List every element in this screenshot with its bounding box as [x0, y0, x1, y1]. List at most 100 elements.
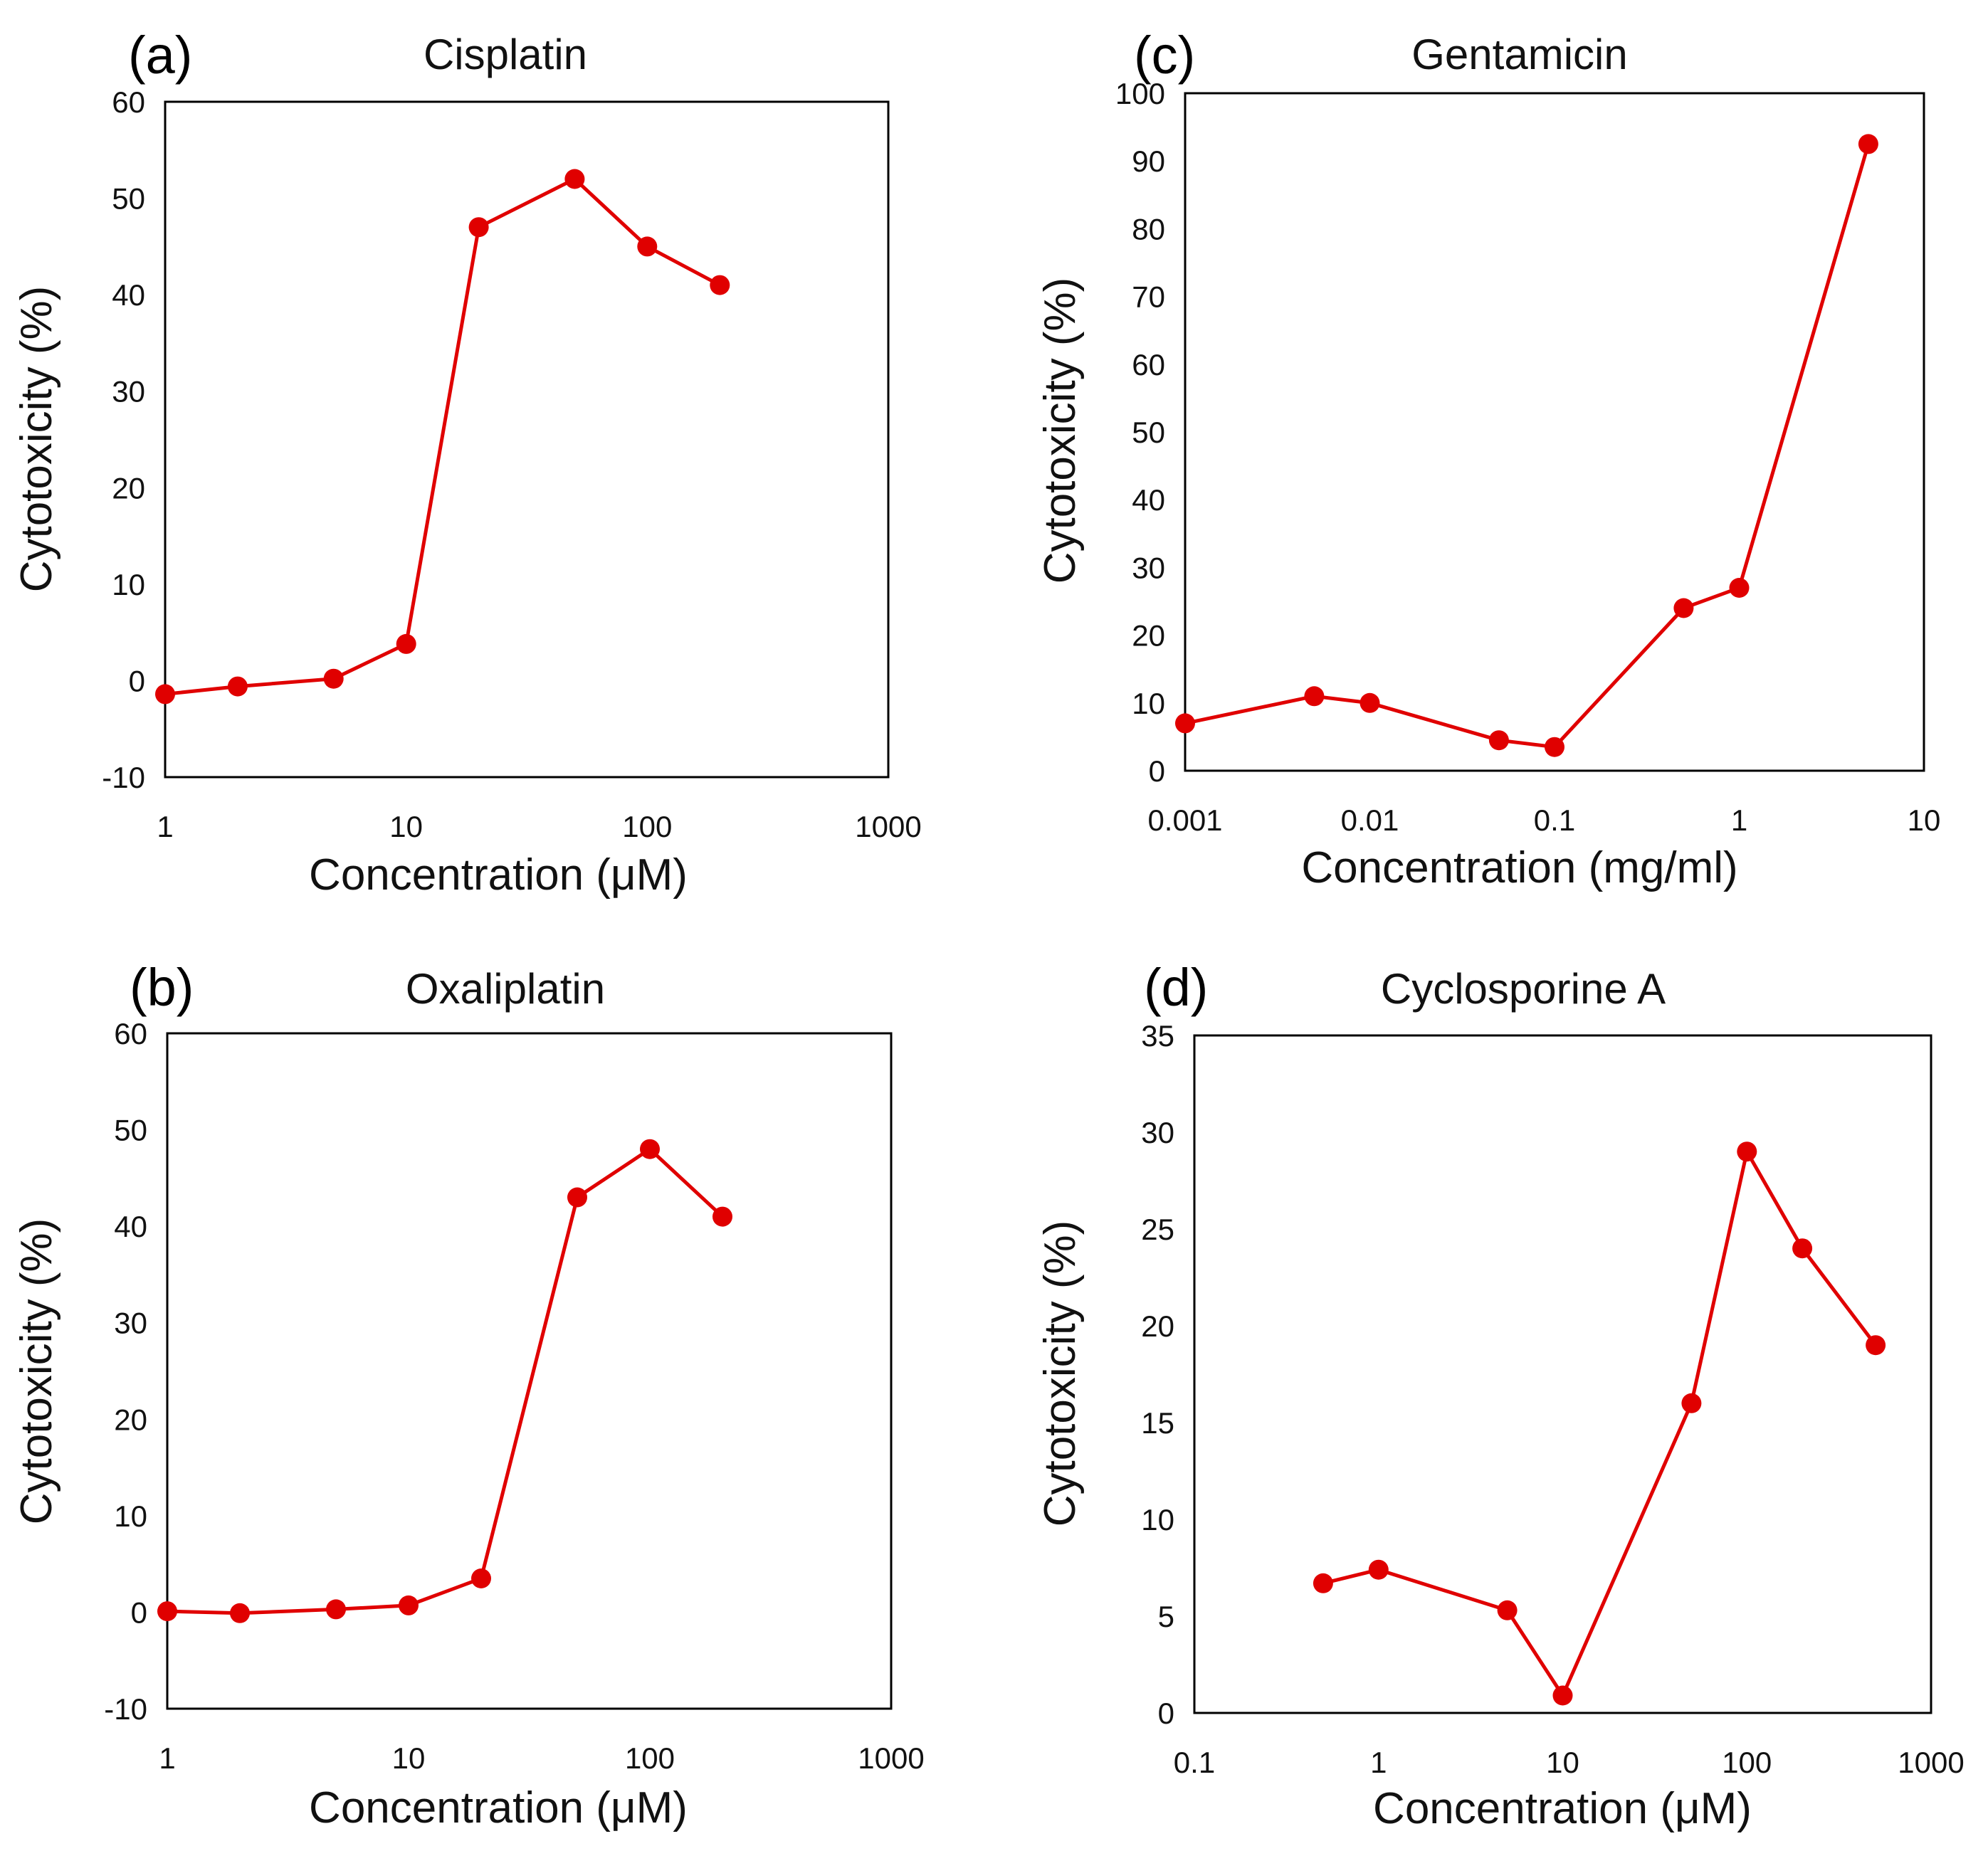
y-tick-label: 80: [1132, 212, 1165, 246]
panel-letter: (a): [128, 26, 192, 85]
y-tick-label: 35: [1141, 1019, 1174, 1053]
x-tick-labels: 1 10 100 1000: [159, 1741, 924, 1775]
x-tick-label: 100: [622, 810, 672, 843]
data-point: [326, 1599, 346, 1620]
data-point: [637, 236, 658, 257]
y-tick-label: 15: [1141, 1406, 1174, 1440]
x-tick-labels: 0.1 1 10 100 1000: [1174, 1746, 1965, 1779]
y-axis-label: Cytotoxicity (%): [12, 286, 61, 593]
y-tick-label: 20: [1141, 1309, 1174, 1343]
chart-title: Oxaliplatin: [406, 965, 605, 1013]
y-tick-label: 50: [1132, 416, 1165, 449]
chart-title: Cisplatin: [424, 31, 587, 78]
data-point: [1175, 713, 1195, 734]
data-point: [564, 169, 585, 189]
series: [1313, 1141, 1886, 1706]
y-tick-label: 40: [1132, 483, 1165, 517]
data-point: [157, 1601, 177, 1622]
y-tick-label: 20: [1132, 619, 1165, 653]
x-axis-label: Concentration (μM): [309, 850, 688, 900]
panel-letter: (b): [130, 958, 194, 1017]
data-point: [1737, 1141, 1757, 1162]
data-point: [1673, 598, 1694, 618]
data-point: [1552, 1685, 1573, 1706]
data-point: [1729, 578, 1750, 598]
series-line: [164, 177, 721, 696]
y-tick-labels: 0 5 10 15 20 25 30 35: [1141, 1019, 1174, 1730]
data-point: [230, 1603, 250, 1623]
y-tick-label: 10: [114, 1499, 147, 1533]
y-tick-label: 100: [1115, 77, 1165, 110]
y-tick-label: 30: [114, 1307, 147, 1340]
y-axis-label: Cytotoxicity (%): [1036, 278, 1085, 584]
data-point: [399, 1595, 419, 1615]
y-tick-label: 60: [1132, 348, 1165, 381]
y-tick-label: 0: [129, 664, 145, 697]
x-tick-label: 1: [1731, 803, 1747, 837]
panel-letter: (c): [1134, 26, 1195, 85]
data-point: [1304, 686, 1325, 707]
x-tick-label: 10: [1546, 1746, 1579, 1779]
y-tick-label: 40: [112, 278, 145, 312]
y-tick-label: 50: [114, 1114, 147, 1147]
x-tick-label: 1: [1370, 1746, 1387, 1779]
x-tick-labels: 0.001 0.01 0.1 1 10: [1147, 803, 1940, 837]
data-point: [640, 1139, 660, 1159]
y-tick-label: 90: [1132, 144, 1165, 178]
y-tick-label: 60: [112, 85, 145, 119]
x-tick-label: 100: [625, 1741, 675, 1775]
data-point: [468, 217, 489, 238]
chart-panel-d: (d) Cyclosporine A 0 5 10 15 20 25 30 35 0.1 1 10…: [1036, 958, 1965, 1833]
y-tick-label: 0: [1149, 754, 1165, 788]
y-tick-label: 5: [1158, 1600, 1174, 1633]
series-line: [1184, 143, 1871, 749]
y-tick-label: 40: [114, 1210, 147, 1243]
data-point: [396, 633, 416, 654]
series: [1175, 134, 1878, 757]
data-point: [1488, 730, 1509, 751]
y-tick-label: 70: [1132, 280, 1165, 314]
x-tick-label: 1000: [858, 1741, 924, 1775]
series-line: [1322, 1149, 1878, 1697]
series-line: [167, 1147, 724, 1615]
data-point: [1858, 134, 1878, 154]
x-tick-label: 1000: [855, 810, 921, 843]
data-point: [1681, 1393, 1702, 1413]
plot-frame: [164, 100, 890, 779]
data-point: [710, 275, 730, 295]
x-tick-labels: 1 10 100 1000: [157, 810, 921, 843]
data-point: [471, 1568, 491, 1588]
x-tick-label: 0.001: [1147, 803, 1222, 837]
chart-title: Cyclosporine A: [1381, 965, 1666, 1013]
data-point: [1313, 1573, 1333, 1593]
y-tick-labels: -10 0 10 20 30 40 50 60: [104, 1017, 147, 1726]
data-point: [227, 676, 248, 697]
x-tick-label: 10: [1908, 803, 1941, 837]
x-tick-label: 10: [392, 1741, 426, 1775]
x-tick-label: 0.01: [1341, 803, 1399, 837]
plot-frame: [1193, 1034, 1932, 1714]
x-tick-label: 0.1: [1534, 803, 1575, 837]
x-tick-label: 1: [157, 810, 173, 843]
y-tick-label: 20: [112, 471, 145, 505]
y-tick-label: 30: [112, 375, 145, 408]
y-axis-label: Cytotoxicity (%): [1036, 1220, 1085, 1527]
x-axis-label: Concentration (μM): [309, 1783, 688, 1832]
x-tick-label: 10: [389, 810, 423, 843]
data-point: [1497, 1600, 1518, 1620]
y-tick-label: 25: [1141, 1213, 1174, 1246]
x-axis-label: Concentration (mg/ml): [1301, 843, 1737, 892]
y-tick-label: 30: [1132, 551, 1165, 584]
y-tick-labels: -10 0 10 20 30 40 50 60: [102, 85, 145, 794]
y-axis-label: Cytotoxicity (%): [12, 1218, 61, 1525]
data-point: [1545, 737, 1564, 757]
x-tick-label: 0.1: [1174, 1746, 1215, 1779]
data-point: [1792, 1238, 1813, 1259]
panel-letter: (d): [1144, 958, 1208, 1017]
y-tick-label: -10: [102, 761, 145, 794]
plot-frame: [166, 1032, 893, 1710]
data-point: [1359, 692, 1380, 713]
data-point: [155, 684, 175, 705]
